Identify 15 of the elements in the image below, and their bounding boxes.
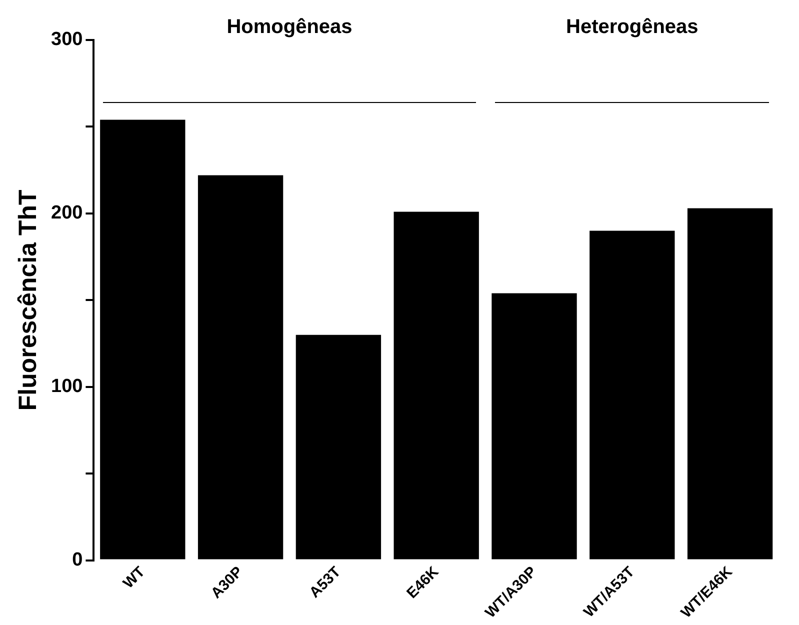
text: Homogêneas (226, 16, 352, 39)
y-tick-label: 100 (51, 376, 83, 398)
bar (198, 175, 284, 560)
bar (492, 293, 577, 560)
y-axis-title: Fluorescência ThT (14, 190, 42, 411)
bar (590, 230, 675, 560)
bar (296, 334, 382, 560)
y-tick-label: 300 (51, 29, 83, 50)
bar (687, 208, 773, 560)
bar (100, 120, 186, 560)
y-tick-label: 0 (72, 550, 83, 571)
text: Heterogêneas (566, 16, 698, 39)
y-tick-label: 200 (51, 202, 83, 224)
bar (394, 212, 479, 560)
x-tick-label: WT (120, 563, 148, 592)
